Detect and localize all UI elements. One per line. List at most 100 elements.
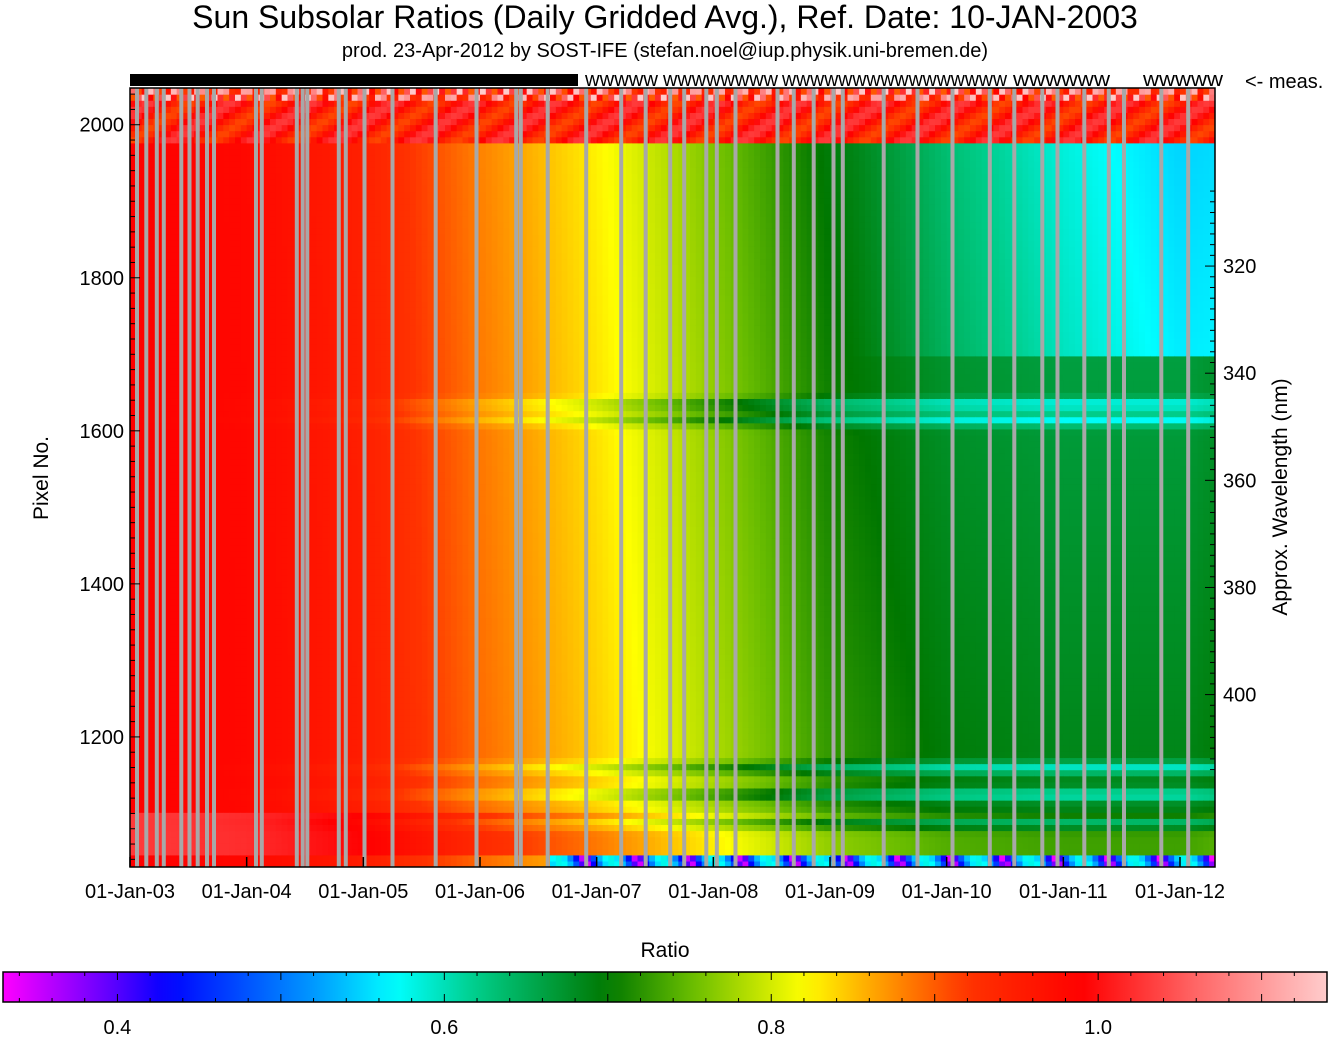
heatmap-cell [311,441,317,448]
heatmap-cell [229,356,235,363]
heatmap-cell [328,185,334,192]
heatmap-cell [270,429,276,436]
heatmap-cell [323,496,329,503]
heatmap-cell [148,727,154,734]
heatmap-cell [247,818,253,825]
heatmap-cell [270,313,276,320]
heatmap-cell [148,301,154,308]
heatmap-cell [317,88,323,95]
heatmap-cell [165,234,171,241]
heatmap-cell [241,624,247,631]
heatmap-cell [148,198,154,205]
heatmap-cell [235,611,241,618]
heatmap-cell [218,776,224,783]
heatmap-cell [229,496,235,503]
heatmap-cell [218,143,224,150]
heatmap-cell [317,782,323,789]
heatmap-cell [171,770,177,777]
heatmap-cell [235,624,241,631]
heatmap-cell [229,642,235,649]
heatmap-cell [165,624,171,631]
heatmap-cell [235,636,241,643]
heatmap-cell [264,155,270,162]
heatmap-cell [276,131,282,138]
heatmap-cell [311,581,317,588]
heatmap-cell [317,496,323,503]
heatmap-cell [148,325,154,332]
heatmap-cell [288,301,294,308]
heatmap-cell [247,319,253,326]
heatmap-cell [223,776,229,783]
heatmap-cell [276,216,282,223]
heatmap-cell [229,283,235,290]
heatmap-cell [328,149,334,156]
heatmap-cell [311,173,317,180]
heatmap-cell [328,684,334,691]
heatmap-cell [241,782,247,789]
heatmap-cell [229,636,235,643]
heatmap-cell [165,155,171,162]
heatmap-cell [229,599,235,606]
heatmap-cell [276,691,282,698]
heatmap-cell [352,684,358,691]
heatmap-cell [311,551,317,558]
heatmap-cell [223,843,229,850]
heatmap-cell [328,757,334,764]
heatmap-cell [282,764,288,771]
heatmap-cell [311,325,317,332]
heatmap-cell [328,204,334,211]
heatmap-cell [276,404,282,411]
heatmap-cell [311,398,317,405]
heatmap-cell [317,636,323,643]
heatmap-cell [317,642,323,649]
heatmap-cell [223,484,229,491]
heatmap-cell [235,599,241,606]
heatmap-cell [241,843,247,850]
heatmap-cell [235,557,241,564]
heatmap-cell [311,849,317,856]
heatmap-cell [328,338,334,345]
heatmap-cell [328,636,334,643]
heatmap-cell [171,837,177,844]
heatmap-cell [311,380,317,387]
heatmap-cell [311,636,317,643]
heatmap-cell [171,794,177,801]
heatmap-cell [218,684,224,691]
heatmap-cell [352,703,358,710]
heatmap-cell [165,654,171,661]
heatmap-cell [276,331,282,338]
heatmap-cell [317,100,323,107]
heatmap-cell [323,331,329,338]
heatmap-cell [323,575,329,582]
heatmap-cell [223,94,229,101]
heatmap-cell [317,520,323,527]
heatmap-cell [223,167,229,174]
heatmap-cell [328,277,334,284]
heatmap-cell [317,532,323,539]
heatmap-cell [223,131,229,138]
heatmap-cell [223,654,229,661]
heatmap-cell [311,544,317,551]
heatmap-cell [317,137,323,144]
heatmap-cell [235,666,241,673]
heatmap-cell [282,684,288,691]
heatmap-cell [282,812,288,819]
heatmap-cell [241,307,247,314]
heatmap-cell [317,167,323,174]
heatmap-cell [235,313,241,320]
heatmap-cell [229,155,235,162]
heatmap-cell [323,849,329,856]
heatmap-cell [264,611,270,618]
heatmap-cell [218,721,224,728]
heatmap-cell [165,788,171,795]
heatmap-cell [270,465,276,472]
heatmap-cell [282,611,288,618]
heatmap-cell [223,544,229,551]
heatmap-cell [241,593,247,600]
heatmap-cell [171,191,177,198]
heatmap-cell [311,563,317,570]
heatmap-cell [323,843,329,850]
heatmap-cell [311,228,317,235]
heatmap-cell [229,210,235,217]
heatmap-cell [317,502,323,509]
